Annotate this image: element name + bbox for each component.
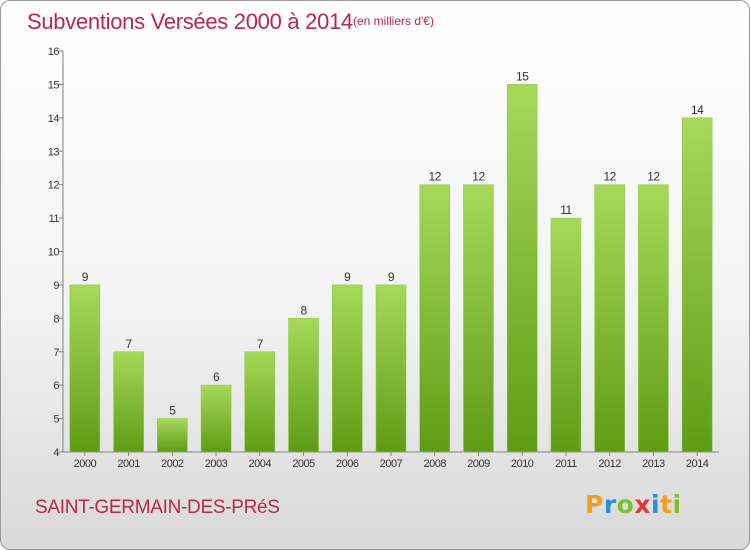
x-tick-label: 2005 [292,458,315,470]
y-tick-label: 7 [53,347,59,359]
data-label: 12 [472,170,485,184]
logo-letter: t [660,490,673,519]
x-tick-label: 2001 [117,458,140,470]
y-tick-label: 15 [48,79,60,91]
data-label: 12 [429,170,442,184]
y-tick-label: 8 [53,313,59,325]
y-tick-label: 4 [53,447,59,459]
data-label: 9 [388,270,395,284]
y-tick-label: 10 [48,247,60,259]
bar [550,217,582,453]
data-label: 11 [560,203,572,217]
y-tick-label: 6 [53,380,59,392]
logo-letter: r [603,490,617,519]
x-tick-label: 2006 [336,458,359,470]
data-label: 9 [344,270,351,284]
chart-labels: 9 2000 7 2001 5 2002 6 2003 7 2004 8 2005 9 2006 9 2007… [74,69,710,470]
x-tick-label: 2012 [598,458,621,470]
chart-bars [69,84,713,453]
bar [594,184,625,453]
y-tick-label: 12 [48,180,60,192]
bar [244,351,276,453]
y-tick-label: 14 [48,113,60,125]
bar [200,384,232,453]
bar [681,117,713,453]
bar [463,184,494,453]
bar [157,418,188,453]
x-tick-label: 2007 [380,458,403,470]
y-tick-label: 5 [53,414,59,426]
y-tick-label: 13 [48,146,60,158]
data-label: 6 [213,370,220,384]
y-tick-label: 11 [49,213,60,225]
x-tick-label: 2009 [467,458,490,470]
logo-letter: i [651,490,661,519]
bar [638,184,669,453]
chart-subtitle: (en milliers d'€) [353,14,434,28]
data-label: 12 [603,170,616,184]
x-tick-label: 2000 [74,458,97,470]
logo-letter: i [672,490,682,519]
x-tick-label: 2002 [161,458,184,470]
data-label: 14 [691,103,704,117]
data-label: 5 [169,404,176,418]
proxiti-logo: Proxiti [585,490,682,519]
bar [332,284,363,453]
x-tick-label: 2013 [642,458,665,470]
bar [375,284,407,453]
x-tick-label: 2010 [511,458,534,470]
x-tick-label: 2014 [686,458,709,470]
chart-title: Subventions Versées 2000 à 2014 [27,9,353,34]
data-label: 8 [300,303,307,317]
bar [419,184,450,453]
data-label: 12 [647,170,660,184]
data-label: 15 [516,69,529,83]
logo-letter: o [616,490,635,519]
x-tick-label: 2011 [555,458,577,470]
bar [506,84,538,453]
y-tick-label: 9 [53,280,59,292]
x-tick-label: 2004 [249,458,272,470]
x-tick-label: 2008 [423,458,446,470]
bar [113,351,144,453]
data-label: 7 [257,337,264,351]
logo-letter: x [634,490,651,519]
bar [288,318,319,453]
data-label: 7 [126,337,133,351]
logo-letter: P [585,490,604,519]
commune-name: SAINT-GERMAIN-DES-PRéS [35,497,280,518]
x-tick-label: 2003 [205,458,228,470]
data-label: 9 [82,270,89,284]
bar [69,284,101,453]
y-tick-label: 16 [48,46,60,58]
